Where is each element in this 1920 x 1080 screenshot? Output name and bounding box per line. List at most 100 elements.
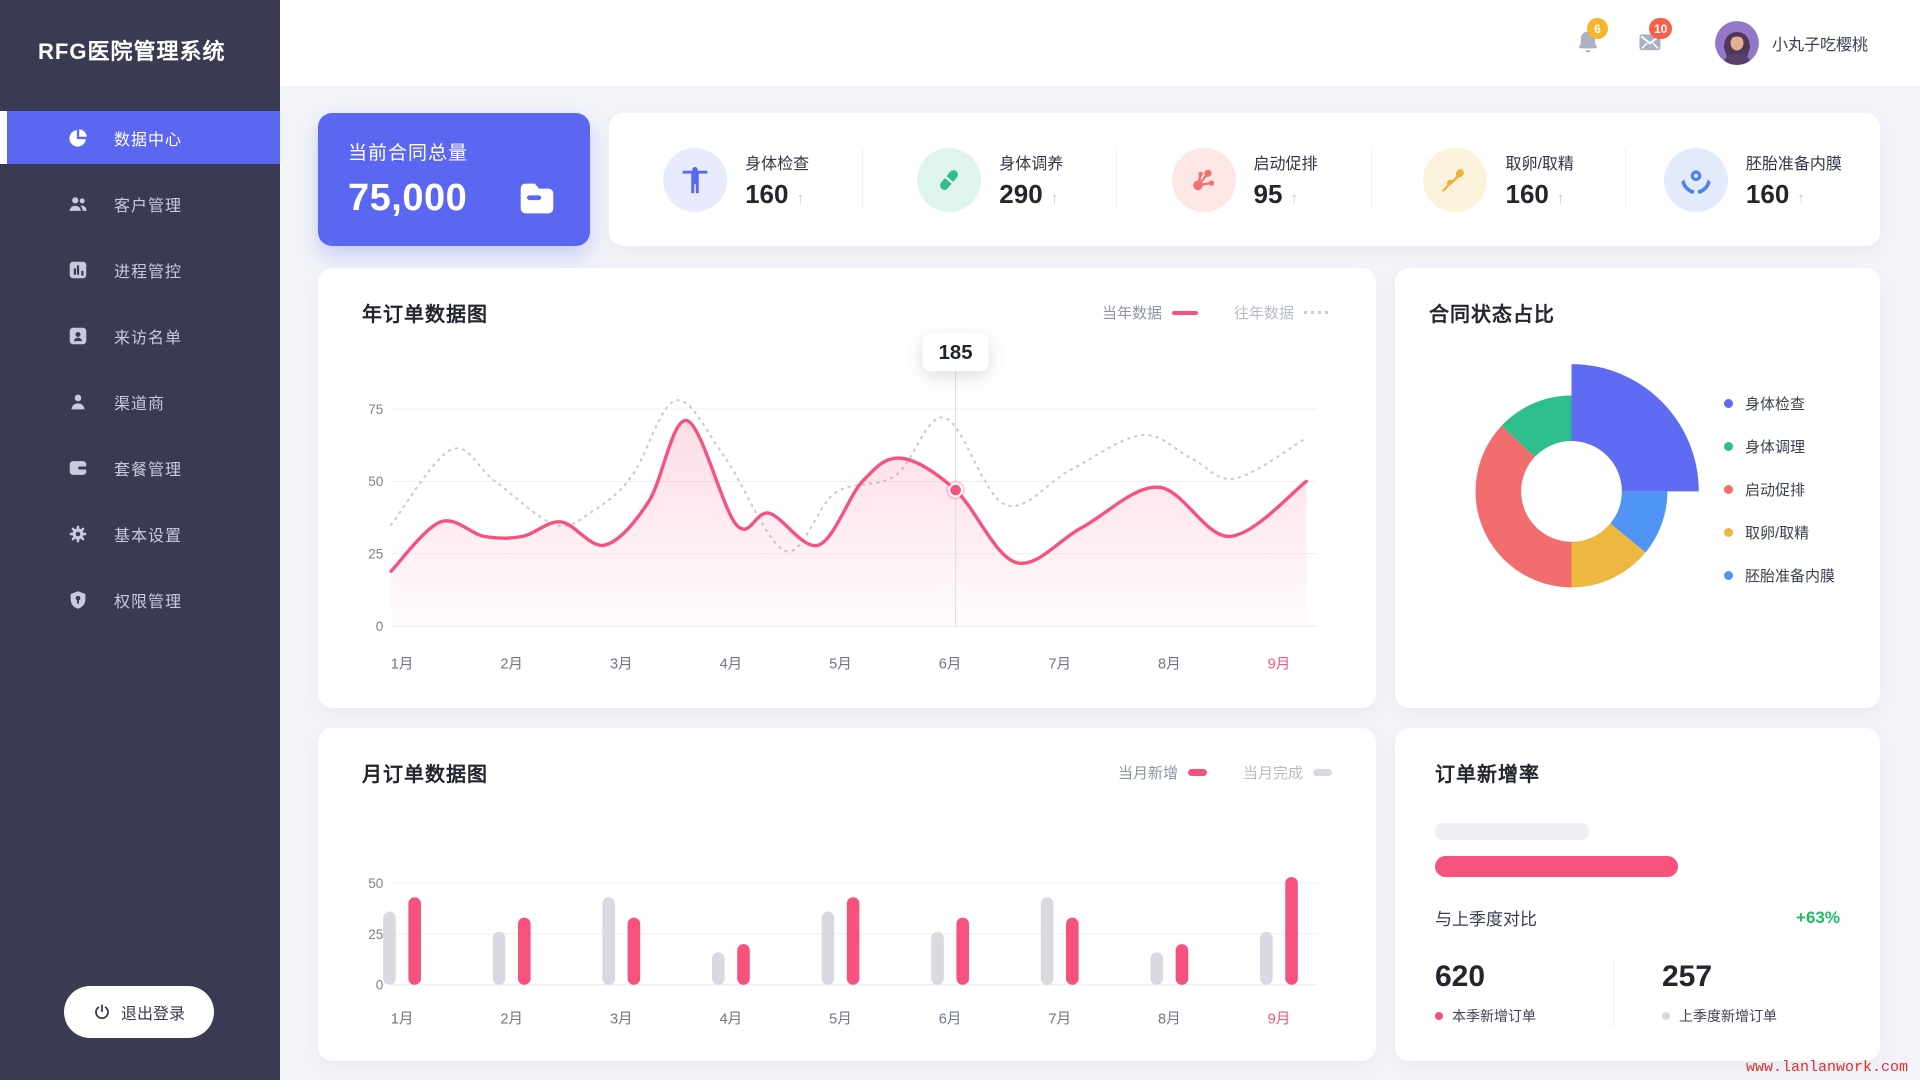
user-menu[interactable]: 小丸子吃樱桃 bbox=[1714, 21, 1868, 65]
stat-embryo-endometrium-prep: 胚胎准备内膜 160 ↑ bbox=[1626, 113, 1880, 246]
bar-new-2月[interactable] bbox=[517, 917, 531, 985]
stat-stimulation-start: 启动促排 95 ↑ bbox=[1117, 113, 1372, 246]
app-logo: RFG医院管理系统 bbox=[38, 39, 226, 64]
stat-value: 290 ↑ bbox=[999, 178, 1059, 209]
sidebar-item-customer-management[interactable]: 客户管理 bbox=[0, 177, 280, 230]
bar-new-7月[interactable] bbox=[1066, 917, 1079, 985]
main-content: 当前合同总量 75,000 身体检查 160 ↑ 身体调养 290 ↑ 启动促排 95 ↑ 取卵/… bbox=[280, 86, 1920, 1061]
stage-stats-card: 身体检查 160 ↑ 身体调养 290 ↑ 启动促排 95 ↑ 取卵/取精 160 ↑ 胚胎准备内膜 16… bbox=[609, 113, 1880, 246]
molecule-icon bbox=[1171, 147, 1236, 212]
watermark: www.lanlanwork.com bbox=[1745, 1059, 1908, 1076]
donut-legend-item[interactable]: 启动促排 bbox=[1724, 479, 1835, 500]
legend-past-years[interactable]: 往年数据 bbox=[1234, 302, 1332, 323]
stat-value: 160 ↑ bbox=[745, 178, 804, 209]
donut-slice-stimulation[interactable] bbox=[1475, 425, 1572, 588]
svg-text:7月: 7月 bbox=[1048, 657, 1071, 673]
sperm-icon bbox=[1423, 147, 1488, 212]
svg-text:9月: 9月 bbox=[1268, 657, 1291, 673]
donut-slice-egg-sperm[interactable] bbox=[1571, 523, 1646, 588]
donut-legend-item[interactable]: 胚胎准备内膜 bbox=[1724, 565, 1835, 586]
donut-slice-conditioning[interactable] bbox=[1501, 395, 1572, 457]
body-check-icon bbox=[663, 147, 728, 212]
stat-label: 身体调养 bbox=[999, 155, 1064, 173]
bar-completed-1月[interactable] bbox=[383, 911, 396, 985]
donut-legend: 身体检查身体调理启动促排取卵/取精胚胎准备内膜 bbox=[1724, 393, 1835, 586]
yearly-orders-title: 年订单数据图 bbox=[362, 304, 488, 326]
bar-new-8月[interactable] bbox=[1175, 944, 1189, 985]
legend-label: 身体检查 bbox=[1745, 396, 1806, 413]
logout-button[interactable]: 退出登录 bbox=[64, 986, 214, 1038]
stat-label: 启动促排 bbox=[1253, 155, 1318, 173]
legend-label: 胚胎准备内膜 bbox=[1745, 568, 1836, 585]
message-badge: 10 bbox=[1648, 18, 1673, 39]
pink-dot bbox=[1435, 1012, 1443, 1020]
sidebar: RFG医院管理系统 数据中心客户管理进程管控来访名单渠道商套餐管理基本设置权限管… bbox=[0, 0, 280, 1080]
sidebar-item-permission-management[interactable]: 权限管理 bbox=[0, 573, 280, 626]
topbar: 6 10 小丸子吃樱桃 bbox=[280, 0, 1920, 86]
legend-dot bbox=[1724, 571, 1733, 580]
sidebar-item-package-management[interactable]: 套餐管理 bbox=[0, 441, 280, 494]
bar-completed-8月[interactable] bbox=[1150, 952, 1164, 985]
bar-completed-6月[interactable] bbox=[931, 931, 944, 985]
notifications-button[interactable]: 6 bbox=[1571, 18, 1608, 60]
monthly-orders-title: 月订单数据图 bbox=[362, 764, 488, 786]
donut-legend-item[interactable]: 身体调理 bbox=[1724, 436, 1835, 457]
bar-chart-icon bbox=[66, 258, 90, 282]
stat-label: 胚胎准备内膜 bbox=[1745, 155, 1842, 173]
bar-new-4月[interactable] bbox=[737, 944, 750, 985]
bar-new-6月[interactable] bbox=[956, 917, 970, 985]
svg-text:25: 25 bbox=[368, 927, 383, 942]
bar-new-3月[interactable] bbox=[627, 917, 641, 985]
previous-quarter-bar bbox=[1435, 823, 1589, 840]
bar-completed-7月[interactable] bbox=[1040, 897, 1054, 985]
mail-icon bbox=[1636, 33, 1664, 59]
legend-current-year[interactable]: 当年数据 bbox=[1102, 302, 1198, 323]
current-quarter-stat: 620 本季新增订单 bbox=[1435, 960, 1613, 1026]
bar-completed-5月[interactable] bbox=[821, 911, 835, 985]
contract-status-title: 合同状态占比 bbox=[1429, 304, 1555, 326]
power-icon bbox=[93, 1003, 111, 1021]
svg-text:9月: 9月 bbox=[1268, 1012, 1291, 1028]
yearly-orders-line-chart[interactable]: 0 25 50 75 1月 2月 3月 4月 5月 6月 7月 8月 9月 185 bbox=[362, 327, 1332, 685]
donut-legend-item[interactable]: 身体检查 bbox=[1724, 393, 1835, 414]
stat-value: 95 ↑ bbox=[1253, 178, 1298, 209]
messages-button[interactable]: 10 bbox=[1633, 18, 1673, 60]
bar-completed-2月[interactable] bbox=[492, 931, 506, 985]
sidebar-item-process-control[interactable]: 进程管控 bbox=[0, 243, 280, 296]
stat-label: 身体检查 bbox=[745, 155, 810, 173]
stat-value: 160 ↑ bbox=[1745, 178, 1805, 209]
svg-text:5月: 5月 bbox=[829, 657, 852, 673]
sidebar-item-label: 进程管控 bbox=[114, 263, 183, 281]
sidebar-item-visitor-list[interactable]: 来访名单 bbox=[0, 309, 280, 362]
pie-chart-icon bbox=[66, 126, 90, 150]
avatar[interactable] bbox=[1714, 21, 1759, 65]
sidebar-item-data-center[interactable]: 数据中心 bbox=[0, 111, 280, 164]
donut-slice-body-check[interactable] bbox=[1571, 364, 1699, 492]
legend-dot bbox=[1724, 528, 1733, 537]
bar-new-1月[interactable] bbox=[408, 897, 421, 985]
sidebar-item-channel-partner[interactable]: 渠道商 bbox=[0, 375, 280, 428]
sidebar-item-basic-settings[interactable]: 基本设置 bbox=[0, 507, 280, 560]
bar-new-9月[interactable] bbox=[1285, 876, 1298, 985]
bar-completed-9月[interactable] bbox=[1260, 931, 1273, 985]
svg-text:0: 0 bbox=[376, 619, 384, 634]
shield-key-icon bbox=[66, 588, 90, 612]
legend-monthly-done[interactable]: 当月完成 bbox=[1243, 762, 1332, 783]
svg-text:8月: 8月 bbox=[1158, 1012, 1181, 1028]
person-icon bbox=[66, 390, 90, 414]
care-hands-icon bbox=[1663, 147, 1728, 212]
order-growth-title: 订单新增率 bbox=[1435, 764, 1540, 786]
users-icon bbox=[66, 192, 90, 216]
donut-slice-embryo-prep[interactable] bbox=[1610, 491, 1668, 553]
legend-monthly-new[interactable]: 当月新增 bbox=[1118, 762, 1207, 783]
monthly-orders-bar-chart[interactable]: 0 25 50 1月 2月 3月 4月 5月 6月 7月 8月 9月 bbox=[362, 791, 1332, 1041]
previous-quarter-stat: 257 上季度新增订单 bbox=[1613, 960, 1840, 1026]
bar-completed-4月[interactable] bbox=[711, 952, 725, 985]
previous-quarter-label: 上季度新增订单 bbox=[1679, 1008, 1777, 1024]
bar-new-5月[interactable] bbox=[846, 897, 860, 985]
legend-label: 启动促排 bbox=[1745, 482, 1806, 499]
contract-status-donut-chart[interactable] bbox=[1429, 347, 1714, 632]
solid-line-swatch bbox=[1171, 310, 1198, 315]
bar-completed-3月[interactable] bbox=[602, 897, 615, 985]
donut-legend-item[interactable]: 取卵/取精 bbox=[1724, 522, 1835, 543]
